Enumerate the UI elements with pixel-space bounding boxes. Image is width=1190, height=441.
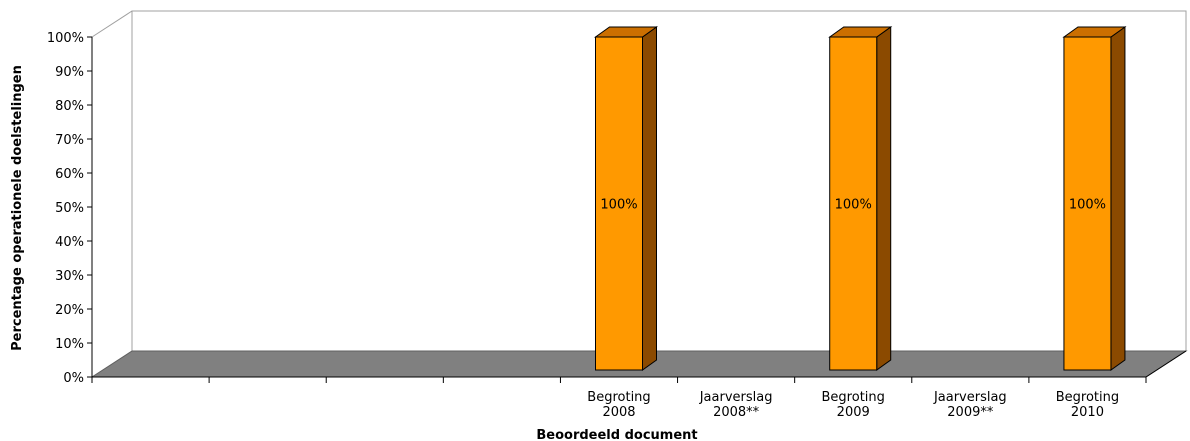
chart-axes: 0% 10% 20% 30% 40% 50% 60% 70% 80% 90% 100% Begroti… [47,31,1187,420]
bar: 100% [1062,26,1127,371]
bar-front [829,36,878,371]
x-axis-depth-edge [1145,350,1187,378]
bar-side [876,26,892,371]
x-tick-label: Begroting 2010 [1056,390,1119,420]
y-tick-label: 90% [55,65,84,80]
x-tick-label: Begroting 2009 [822,390,885,420]
bar-data-label: 100% [1069,198,1106,213]
y-tick-label: 20% [55,303,84,318]
bar-front [1063,36,1112,371]
y-tick-label: 10% [55,337,84,352]
y-tick-label: 30% [55,269,84,284]
bar: 100% [593,26,659,371]
y-tick-label: 100% [47,31,84,46]
y-axis-title: Percentage operationele doelstelingen [10,65,25,351]
bar-series: 100% 100% 100% [593,26,1127,371]
x-tick-label: Jaarverslag 2008** [699,390,773,420]
bar-data-label: 100% [600,198,637,213]
y-tick-label: 0% [63,371,84,386]
x-axis-title: Beoordeeld document [536,428,697,441]
y-tick-label: 70% [55,133,84,148]
left-wall-top-edge [91,10,133,38]
x-tick-label: Begroting 2008 [587,390,650,420]
bar-front [595,36,643,371]
y-tick-label: 80% [55,99,84,114]
y-tick-label: 60% [55,167,84,182]
y-tick-label: 50% [55,201,84,216]
bar-side [1110,26,1126,371]
bar-side [642,26,657,371]
bar-data-label: 100% [835,198,872,213]
bar: 100% [828,26,893,371]
back-wall [131,10,1187,352]
y-tick-label: 40% [55,235,84,250]
x-tick-label: Jaarverslag 2009** [933,390,1007,420]
